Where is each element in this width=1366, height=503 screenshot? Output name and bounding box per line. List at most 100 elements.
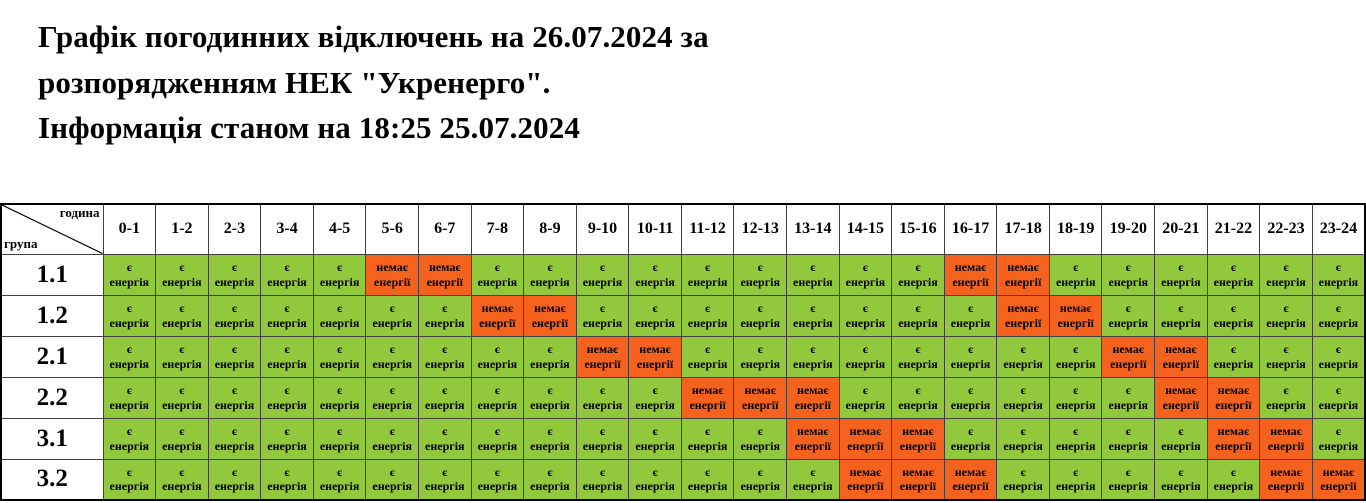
status-text-line2: енергії <box>584 356 621 371</box>
status-cell-1.1-11-12: є енергія <box>680 253 735 296</box>
status-cell-3.1-1-2: є енергія <box>155 417 209 460</box>
hour-header-21-22: 21-22 <box>1206 203 1261 255</box>
status-text-line1: є <box>599 260 606 275</box>
status-cell-2.2-5-6: є енергія <box>365 376 419 419</box>
status-text-line1: є <box>1283 301 1289 316</box>
hour-header-17-18: 17-18 <box>996 203 1050 255</box>
status-cell-1.2-10-11: є енергія <box>628 294 682 337</box>
status-text-line2: енергія <box>845 315 886 330</box>
status-text-line2: енергія <box>214 397 255 412</box>
status-text-line2: енергія <box>425 356 465 371</box>
status-cell-2.2-16-17: є енергія <box>943 376 998 419</box>
status-text-line2: енергія <box>319 356 360 371</box>
status-text-line1: є <box>547 465 553 480</box>
status-cell-1.2-0-1: є енергія <box>102 294 157 337</box>
status-cell-1.2-1-2: є енергія <box>155 294 209 337</box>
status-text-line2: енергії <box>374 274 411 289</box>
status-cell-1.1-22-23: є енергія <box>1259 253 1313 296</box>
status-text-line2: енергія <box>214 479 255 494</box>
status-cell-3.2-7-8: є енергія <box>470 458 525 501</box>
status-text-line2: енергія <box>477 356 518 371</box>
group-label-1.2: 1.2 <box>0 294 104 337</box>
status-cell-1.1-0-1: є енергія <box>102 253 157 296</box>
status-cell-3.1-20-21: є енергія <box>1154 417 1208 460</box>
status-cell-2.1-3-4: є енергія <box>260 335 314 378</box>
status-text-line2: енергія <box>1003 397 1043 412</box>
status-cell-1.2-19-20: є енергія <box>1101 294 1156 337</box>
status-text-line1: є <box>442 424 448 439</box>
outage-schedule-table: година група 0-1 1-2 2-3 3-4 4-5 5-6 6-7 7-8 8-9… <box>0 203 1366 501</box>
group-label-2.2: 2.2 <box>0 376 104 419</box>
status-text-line1: є <box>1073 424 1079 439</box>
status-cell-3.1-6-7: є енергія <box>417 417 472 460</box>
status-text-line2: енергія <box>1161 274 1201 289</box>
hour-header-0-1: 0-1 <box>102 203 157 255</box>
status-text-line2: енергія <box>477 438 518 453</box>
status-text-line2: енергія <box>635 397 675 412</box>
status-cell-3.1-4-5: є енергія <box>312 417 367 460</box>
status-text-line1: є <box>1335 424 1341 439</box>
status-text-line2: енергія <box>425 397 465 412</box>
status-text-line2: енергії <box>1267 438 1305 453</box>
status-text-line2: енергії <box>1004 315 1042 330</box>
status-text-line1: є <box>284 301 290 316</box>
status-cell-2.1-22-23: є енергія <box>1259 335 1313 378</box>
status-text-line2: енергія <box>425 438 465 453</box>
status-text-line1: є <box>126 260 132 275</box>
status-text-line1: є <box>337 342 343 357</box>
hour-header-14-15: 14-15 <box>838 203 893 255</box>
status-text-line2: енергія <box>1213 274 1254 289</box>
status-text-line2: енергії <box>1215 397 1252 412</box>
status-text-line1: є <box>126 424 132 439</box>
status-text-line1: немає <box>902 424 934 439</box>
status-cell-2.1-13-14: є енергія <box>786 335 840 378</box>
status-text-line1: є <box>862 342 868 357</box>
group-label-3.1: 3.1 <box>0 417 104 460</box>
status-cell-1.2-3-4: є енергія <box>260 294 314 337</box>
status-text-line1: є <box>1283 260 1289 275</box>
status-text-line1: немає <box>797 383 829 398</box>
status-text-line1: є <box>231 424 238 439</box>
status-text-line2: енергія <box>162 479 202 494</box>
status-text-line2: енергія <box>845 356 886 371</box>
status-cell-1.2-4-5: є енергія <box>312 294 367 337</box>
status-text-line1: є <box>126 342 132 357</box>
status-text-line2: енергія <box>1108 397 1149 412</box>
status-text-line1: є <box>1230 260 1237 275</box>
status-text-line2: енергія <box>1266 315 1306 330</box>
status-text-line1: є <box>757 424 763 439</box>
status-text-line1: є <box>494 424 500 439</box>
status-text-line1: є <box>1073 342 1079 357</box>
title-line-2: розпорядженням НЕК "Укренерго". <box>38 64 551 100</box>
status-cell-3.1-23-24: є енергія <box>1311 417 1366 460</box>
status-text-line2: енергія <box>162 274 202 289</box>
status-text-line1: є <box>494 342 500 357</box>
status-text-line2: енергія <box>1003 356 1043 371</box>
status-text-line2: енергія <box>1055 274 1096 289</box>
group-label-1.1: 1.1 <box>0 253 104 296</box>
status-text-line2: енергія <box>1266 274 1306 289</box>
status-text-line2: енергія <box>793 315 833 330</box>
status-text-line1: немає <box>1007 301 1039 316</box>
status-cell-2.2-2-3: є енергія <box>207 376 262 419</box>
status-text-line2: енергія <box>950 438 991 453</box>
status-text-line1: немає <box>1270 465 1302 480</box>
status-text-line1: немає <box>1270 424 1302 439</box>
status-text-line1: немає <box>1007 260 1039 275</box>
status-text-line1: є <box>1125 301 1131 316</box>
status-text-line2: енергії <box>742 397 779 412</box>
status-text-line1: немає <box>639 342 671 357</box>
status-text-line1: є <box>1073 465 1079 480</box>
status-cell-3.1-15-16: немає енергії <box>891 417 945 460</box>
status-cell-3.2-9-10: є енергія <box>575 458 630 501</box>
status-text-line1: є <box>757 260 763 275</box>
status-cell-2.1-6-7: є енергія <box>417 335 472 378</box>
status-text-line2: енергії <box>847 479 884 494</box>
diagonal-divider-icon <box>2 205 103 254</box>
status-text-line1: є <box>494 260 500 275</box>
status-text-line1: є <box>967 424 974 439</box>
status-text-line2: енергія <box>582 274 623 289</box>
status-text-line2: енергія <box>1055 356 1096 371</box>
status-cell-2.1-9-10: немає енергії <box>575 335 630 378</box>
status-text-line2: енергія <box>1003 438 1043 453</box>
